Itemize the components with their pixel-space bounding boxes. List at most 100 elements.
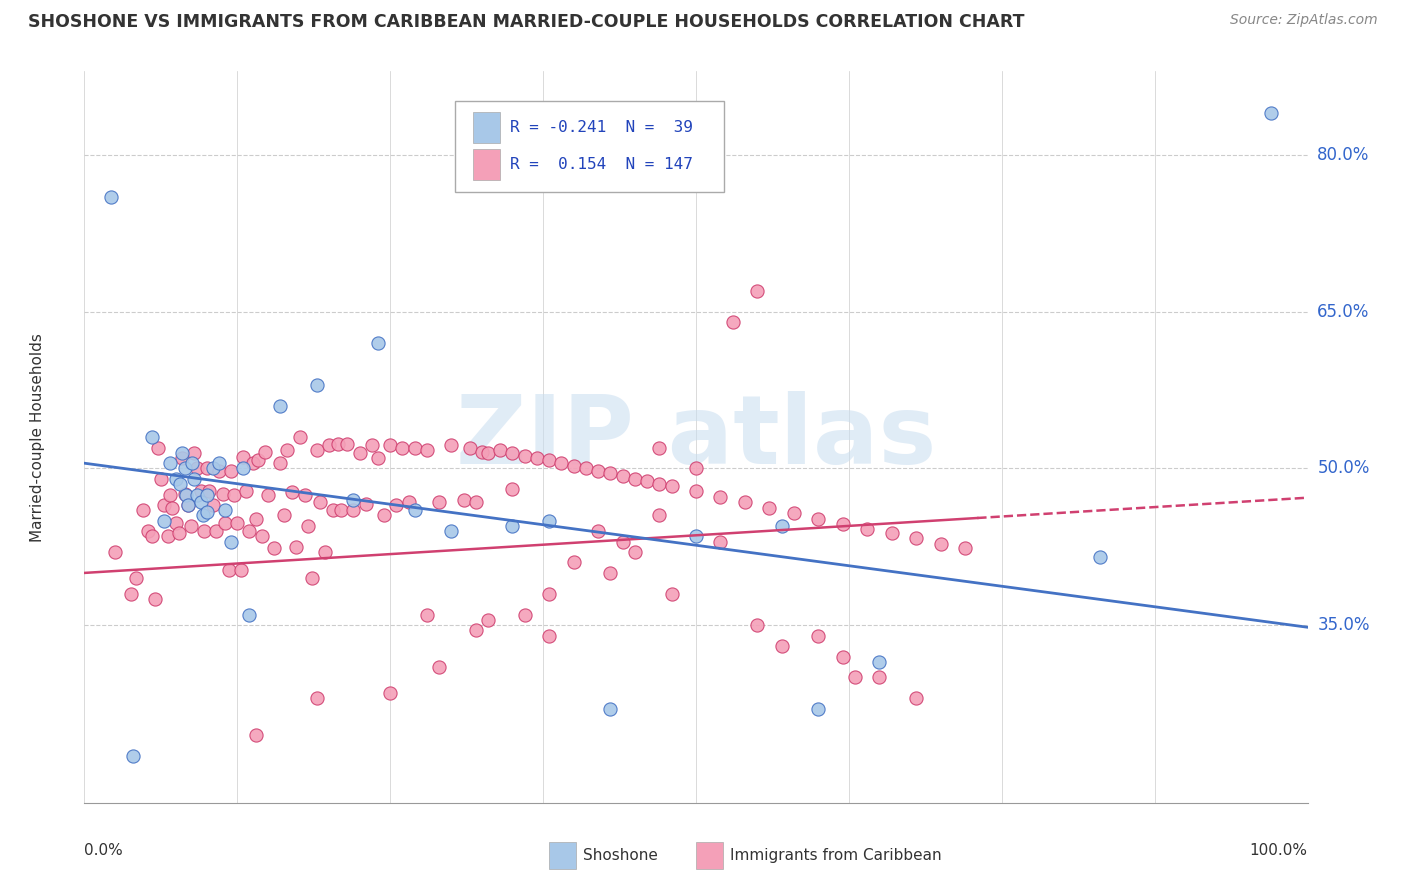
Point — [156, 529, 179, 543]
Point — [502, 446, 524, 460]
Point — [232, 461, 254, 475]
Point — [721, 315, 744, 329]
Point — [309, 495, 332, 509]
Point — [342, 492, 364, 507]
Point — [245, 728, 267, 742]
Point — [226, 516, 249, 530]
Point — [648, 477, 671, 491]
Point — [538, 629, 561, 643]
Point — [153, 498, 176, 512]
Point — [180, 519, 202, 533]
Point — [342, 503, 364, 517]
Point — [172, 446, 194, 460]
Point — [186, 461, 208, 475]
Point — [205, 524, 228, 538]
Point — [747, 284, 769, 298]
Point — [297, 519, 319, 533]
Point — [173, 486, 195, 500]
Point — [869, 670, 891, 684]
Point — [586, 463, 609, 477]
Point — [416, 442, 439, 457]
Point — [177, 498, 200, 512]
Point — [770, 519, 793, 533]
Point — [624, 472, 647, 486]
Point — [247, 453, 270, 467]
Point — [612, 534, 634, 549]
Text: ZIP atlas: ZIP atlas — [456, 391, 936, 483]
Point — [301, 571, 323, 585]
Text: 35.0%: 35.0% — [1317, 616, 1369, 634]
Text: 50.0%: 50.0% — [1317, 459, 1369, 477]
Text: 65.0%: 65.0% — [1317, 302, 1369, 321]
Point — [165, 516, 187, 530]
Bar — [696, 842, 723, 869]
Point — [235, 484, 257, 499]
Point — [257, 487, 280, 501]
Point — [141, 430, 163, 444]
Point — [427, 495, 450, 509]
Point — [269, 399, 291, 413]
Point — [263, 541, 285, 555]
Point — [238, 524, 260, 538]
Point — [869, 655, 891, 669]
Point — [538, 514, 561, 528]
Point — [416, 607, 439, 622]
Text: SHOSHONE VS IMMIGRANTS FROM CARIBBEAN MARRIED-COUPLE HOUSEHOLDS CORRELATION CHAR: SHOSHONE VS IMMIGRANTS FROM CARIBBEAN MA… — [28, 13, 1025, 31]
Point — [193, 524, 215, 538]
Point — [136, 524, 159, 538]
Point — [305, 377, 328, 392]
Bar — [474, 149, 501, 179]
Point — [181, 456, 204, 470]
FancyBboxPatch shape — [456, 101, 724, 192]
Point — [285, 540, 308, 554]
Point — [661, 587, 683, 601]
Point — [538, 587, 561, 601]
Point — [214, 503, 236, 517]
Point — [404, 441, 426, 455]
Point — [1260, 106, 1282, 120]
Point — [648, 441, 671, 455]
Point — [440, 524, 463, 538]
Point — [288, 430, 311, 444]
Bar — [474, 112, 501, 143]
Text: 80.0%: 80.0% — [1317, 146, 1369, 164]
Point — [245, 511, 267, 525]
Point — [174, 487, 197, 501]
Point — [143, 592, 166, 607]
Point — [150, 472, 173, 486]
Text: R =  0.154  N = 147: R = 0.154 N = 147 — [510, 157, 693, 172]
Point — [880, 526, 903, 541]
Point — [294, 487, 316, 501]
Point — [709, 534, 731, 549]
Point — [242, 456, 264, 470]
Point — [201, 461, 224, 475]
Point — [398, 495, 420, 509]
Point — [502, 483, 524, 497]
Point — [477, 446, 499, 460]
Text: Immigrants from Caribbean: Immigrants from Caribbean — [730, 848, 942, 863]
Point — [464, 624, 486, 638]
Point — [844, 670, 866, 684]
Point — [276, 442, 298, 457]
Point — [367, 450, 389, 465]
Point — [734, 495, 756, 509]
Point — [198, 484, 221, 499]
Point — [464, 495, 486, 509]
Point — [685, 484, 707, 499]
Point — [477, 613, 499, 627]
Point — [153, 514, 176, 528]
Point — [208, 463, 231, 477]
Point — [562, 556, 585, 570]
Point — [165, 472, 187, 486]
Text: 0.0%: 0.0% — [84, 843, 124, 858]
Text: Source: ZipAtlas.com: Source: ZipAtlas.com — [1230, 13, 1378, 28]
Point — [190, 484, 212, 499]
Point — [373, 508, 395, 523]
Point — [183, 446, 205, 460]
Point — [807, 702, 830, 716]
Point — [624, 545, 647, 559]
Point — [856, 522, 879, 536]
Point — [336, 437, 359, 451]
Point — [709, 490, 731, 504]
Point — [831, 649, 853, 664]
